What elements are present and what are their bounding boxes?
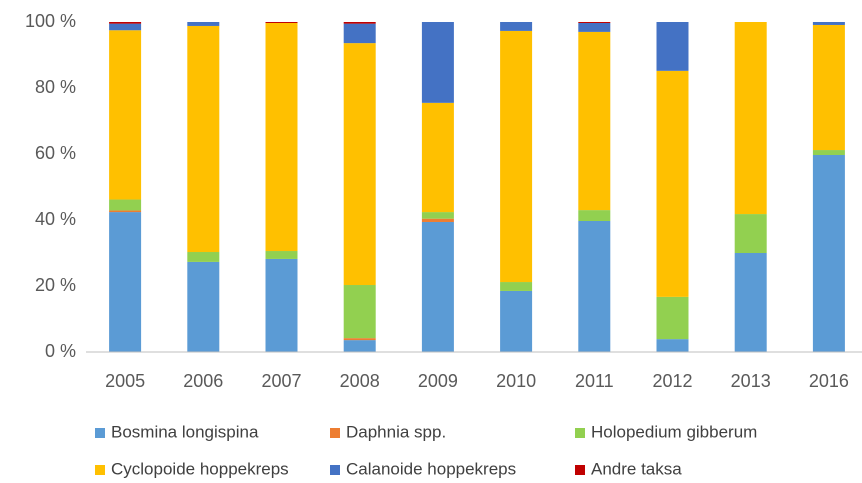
bar-segment <box>265 22 298 23</box>
bar-segment <box>500 22 533 31</box>
legend-swatch <box>95 428 105 438</box>
bar-segment <box>578 22 611 23</box>
legend-label: Cyclopoide hoppekreps <box>111 459 289 478</box>
bar-segment <box>734 22 767 215</box>
bar-segment <box>109 212 142 352</box>
x-tick-label: 2009 <box>418 371 458 391</box>
bar-segment <box>421 102 454 213</box>
bar-segment <box>187 261 220 352</box>
x-tick-label: 2010 <box>496 371 536 391</box>
bar-segment <box>343 43 376 286</box>
bar-segment <box>578 220 611 352</box>
bar-segment <box>656 296 689 340</box>
y-tick-label: 40 % <box>35 209 76 229</box>
x-tick-label: 2011 <box>575 371 614 391</box>
bar-segment <box>500 282 533 291</box>
x-tick-label: 2008 <box>340 371 380 391</box>
legend-label: Bosmina longispina <box>111 422 259 441</box>
bar-segment <box>734 253 767 352</box>
legend-label: Calanoide hoppekreps <box>346 459 516 478</box>
bar-segment <box>578 22 611 32</box>
bar-segment <box>343 22 376 24</box>
bar-segment <box>421 212 454 219</box>
bar-segment <box>500 30 533 283</box>
legend-swatch <box>95 465 105 475</box>
x-tick-label: 2016 <box>809 371 849 391</box>
x-tick-label: 2006 <box>183 371 223 391</box>
bar-segment <box>812 22 845 25</box>
bar-segment <box>343 23 376 44</box>
legend-swatch <box>330 465 340 475</box>
bar-segment <box>578 31 611 211</box>
bar-segment <box>109 210 142 213</box>
bar-segment <box>656 70 689 297</box>
legend-label: Andre taksa <box>591 459 682 478</box>
bar-segment <box>187 25 220 253</box>
bar-segment <box>812 24 845 151</box>
x-tick-label: 2007 <box>261 371 301 391</box>
y-tick-label: 0 % <box>45 341 76 361</box>
bar-segment <box>109 23 142 31</box>
bar-segment <box>187 22 220 26</box>
legend-swatch <box>575 428 585 438</box>
y-tick-label: 80 % <box>35 77 76 97</box>
bar-segment <box>578 210 611 221</box>
bar-segment <box>421 218 454 222</box>
x-tick-label: 2005 <box>105 371 145 391</box>
x-tick-label: 2012 <box>652 371 692 391</box>
y-tick-label: 20 % <box>35 275 76 295</box>
bar-segment <box>187 252 220 262</box>
bar-segment <box>656 22 689 71</box>
legend-label: Holopedium gibberum <box>591 422 757 441</box>
bar-segment <box>343 338 376 341</box>
legend-swatch <box>330 428 340 438</box>
bar-segment <box>500 290 533 352</box>
bar-segment <box>812 150 845 155</box>
bar-segment <box>421 22 454 103</box>
bar-segment <box>265 258 298 352</box>
bar-segment <box>656 339 689 352</box>
bar-segment <box>812 154 845 352</box>
y-tick-label: 100 % <box>25 11 76 31</box>
bar-segment <box>343 340 376 352</box>
bar-segment <box>421 221 454 352</box>
bar-segment <box>109 22 142 24</box>
x-tick-label: 2013 <box>731 371 771 391</box>
y-tick-label: 60 % <box>35 143 76 163</box>
bar-segment <box>265 251 298 259</box>
legend-label: Daphnia spp. <box>346 422 446 441</box>
bar-segment <box>734 214 767 253</box>
legend-swatch <box>575 465 585 475</box>
bar-segment <box>109 30 142 200</box>
bar-segment <box>265 22 298 252</box>
bar-segment <box>343 285 376 339</box>
bar-segment <box>109 199 142 211</box>
